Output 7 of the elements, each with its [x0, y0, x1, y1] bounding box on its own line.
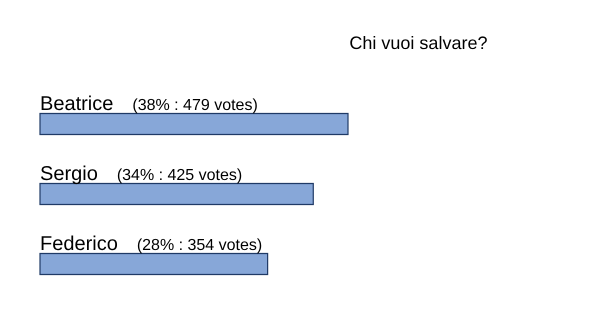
y-tick-label: Beatrice [40, 93, 114, 115]
y-tick-label: Sergio [40, 163, 98, 185]
y-tick-label: Federico [40, 233, 118, 255]
data-label: (38% : 479 votes) [132, 97, 258, 114]
data-label: (34% : 425 votes) [116, 167, 242, 184]
data-label: (28% : 354 votes) [136, 237, 262, 254]
text: Chi vuoi salvare? [349, 33, 488, 53]
